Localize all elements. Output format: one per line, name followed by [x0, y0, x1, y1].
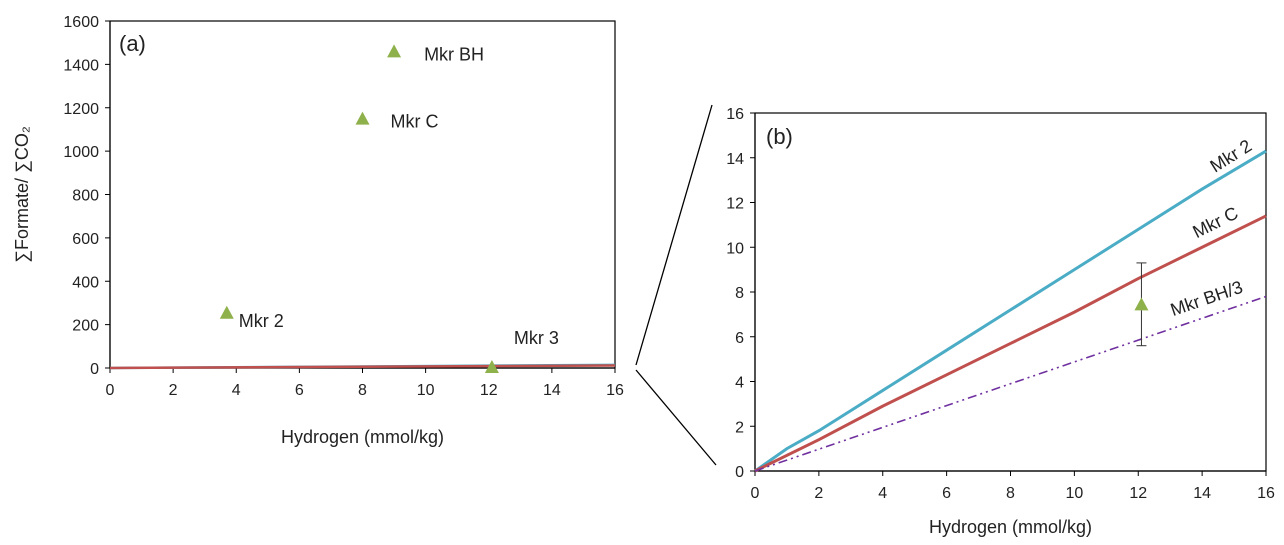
point-label: Mkr 2	[239, 311, 284, 331]
point-label: Mkr C	[391, 112, 439, 132]
x-tick-label-b: 14	[1193, 485, 1211, 502]
x-tick-label-a: 10	[417, 382, 435, 399]
x-tick-label-a: 4	[232, 382, 241, 399]
y-tick-label-b: 14	[726, 151, 744, 168]
x-tick-label-a: 16	[606, 382, 624, 399]
y-tick-label-a: 0	[90, 361, 99, 378]
y-tick-label-a: 1400	[63, 57, 99, 74]
zoom-connector-lines	[635, 104, 717, 466]
x-tick-label-a: 8	[358, 382, 367, 399]
y-tick-label-b: 16	[726, 106, 744, 123]
data-point-marker	[1134, 297, 1149, 311]
chart-panel-a: (a) Hydrogen (mmol/kg) ∑Formate/ ∑CO₂ 0 2…	[12, 14, 624, 447]
y-tick-label-b: 12	[726, 196, 744, 213]
y-tick-label-a: 800	[72, 188, 99, 205]
series-line	[754, 295, 1267, 472]
data-point-marker	[387, 44, 402, 58]
connector-line-upper	[635, 104, 713, 366]
curve-line-a	[109, 364, 616, 370]
data-point-marker	[219, 305, 234, 319]
x-tick-label-a: 0	[106, 382, 115, 399]
x-tick-label-b: 10	[1065, 485, 1083, 502]
x-axis-title-a: Hydrogen (mmol/kg)	[281, 427, 444, 447]
y-tick-label-b: 0	[735, 464, 744, 481]
plot-border-b	[754, 112, 1267, 472]
y-tick-label-a: 400	[72, 274, 99, 291]
y-tick-label-a: 1000	[63, 144, 99, 161]
x-axis-title-b: Hydrogen (mmol/kg)	[929, 517, 1092, 537]
x-tick-label-b: 12	[1129, 485, 1147, 502]
data-point-marker	[355, 111, 370, 125]
x-tick-label-b: 8	[1006, 485, 1015, 502]
x-tick-label-a: 12	[480, 382, 498, 399]
x-tick-label-b: 0	[751, 485, 760, 502]
data-point-marker	[484, 359, 499, 373]
x-tick-label-b: 4	[878, 485, 887, 502]
panel-label-b: (b)	[766, 124, 793, 149]
y-tick-label-b: 8	[735, 285, 744, 302]
panel-label-a: (a)	[119, 31, 146, 56]
x-tick-label-a: 6	[295, 382, 304, 399]
series-label: Mkr BH/3	[1168, 277, 1245, 320]
series-line	[754, 214, 1267, 473]
x-tick-label-b: 6	[942, 485, 951, 502]
series-line	[754, 149, 1267, 473]
chart-panel-b: (b) Hydrogen (mmol/kg) 0 2 4 6 8 10 12 14 16 0 2 4 6…	[726, 106, 1275, 537]
x-tick-label-b: 2	[814, 485, 823, 502]
point-label: Mkr BH	[424, 44, 484, 64]
plot-border-a	[109, 20, 616, 369]
y-tick-label-b: 6	[735, 330, 744, 347]
y-tick-label-b: 2	[735, 419, 744, 436]
point-label: Mkr 3	[514, 328, 559, 348]
y-tick-label-b: 4	[735, 375, 744, 392]
y-tick-label-b: 10	[726, 240, 744, 257]
x-tick-label-b: 16	[1257, 485, 1275, 502]
y-tick-label-a: 1200	[63, 101, 99, 118]
y-tick-label-a: 1600	[63, 14, 99, 31]
series-label: Mkr C	[1189, 203, 1241, 242]
y-tick-label-a: 600	[72, 231, 99, 248]
x-tick-label-a: 2	[169, 382, 178, 399]
x-tick-label-a: 14	[543, 382, 561, 399]
connector-line-lower	[635, 369, 717, 466]
y-axis-title-a: ∑Formate/ ∑CO₂	[12, 126, 32, 263]
y-tick-label-a: 200	[72, 318, 99, 335]
